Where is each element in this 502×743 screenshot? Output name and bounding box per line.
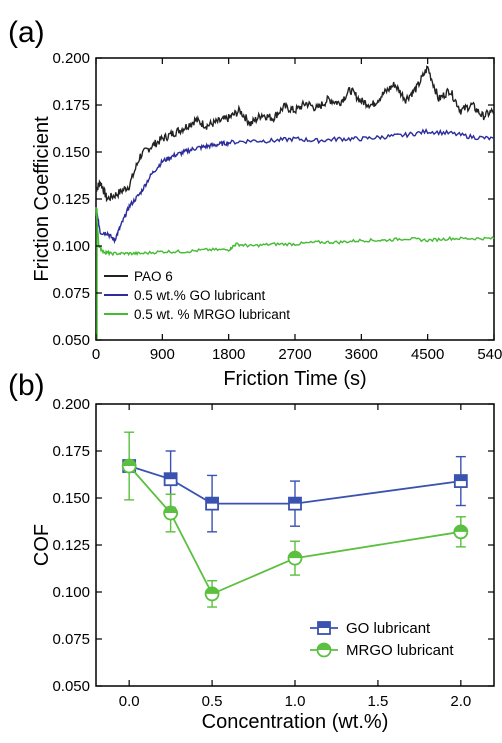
- legend-label-b: MRGO lubricant: [346, 642, 454, 659]
- legend-a: PAO 6 0.5 wt.% GO lubricant 0.5 wt. % MRGO…: [104, 269, 290, 322]
- y-tick-label-b: 0.050: [52, 678, 90, 695]
- y-tick-label-b: 0.125: [52, 537, 90, 554]
- legend-marker-circle-fill: [317, 643, 331, 650]
- x-tick-label-a: 1800: [212, 346, 245, 363]
- y-tick-label-a: 0.200: [52, 50, 90, 67]
- x-axis-title-b: Concentration (wt.%): [202, 711, 389, 733]
- y-tick-label-b: 0.200: [52, 396, 90, 413]
- series-line-a-1: [95, 128, 495, 245]
- panel-label-b: (b): [8, 369, 45, 402]
- series-line-a-0: [95, 65, 495, 203]
- legend-label-a: 0.5 wt. % MRGO lubricant: [134, 307, 290, 322]
- series-line-a-2: [95, 207, 495, 257]
- chart-panel-b: 0.050 0.075 0.100 0.125 0.150 0.175 0.200 0.0 0…: [31, 396, 495, 733]
- legend-label-a: PAO 6: [134, 269, 173, 284]
- x-tick-label-b: 0.5: [202, 693, 223, 710]
- y-tick-label-b: 0.075: [52, 631, 90, 648]
- legend-b: GO lubricant MRGO lubricant: [310, 620, 454, 659]
- y-tick-label-a: 0.075: [52, 285, 90, 302]
- data-point-circle-fill: [122, 459, 136, 467]
- y-tick-label-a: 0.125: [52, 191, 90, 208]
- x-axis-title-a: Friction Time (s): [223, 368, 366, 390]
- y-tick-label-a: 0.050: [52, 332, 90, 349]
- x-tick-label-a: 2700: [278, 346, 311, 363]
- y-tick-label-a: 0.175: [52, 97, 90, 114]
- data-point-circle-fill: [205, 587, 219, 594]
- y-tick-label-a: 0.100: [52, 238, 90, 255]
- data-point-circle-fill: [164, 506, 178, 514]
- data-point-square-fill: [206, 497, 219, 504]
- data-point-square-fill: [289, 497, 301, 504]
- x-tick-label-b: 0.0: [119, 693, 140, 710]
- legend-label-a: 0.5 wt.% GO lubricant: [134, 288, 266, 303]
- data-point-square-fill: [164, 473, 177, 480]
- y-axis-title-a: Friction Coefficient: [31, 116, 53, 282]
- chart-panel-a: 0.050 0.075 0.100 0.125 0.150 0.175 0.200 0 900…: [31, 50, 502, 390]
- data-point-circle-fill: [288, 551, 302, 559]
- y-tick-label-b: 0.150: [52, 490, 90, 507]
- y-axis-title-b: COF: [31, 524, 53, 566]
- x-tick-label-a: 900: [150, 346, 175, 363]
- y-tick-label-b: 0.100: [52, 584, 90, 601]
- panel-label-a: (a): [8, 16, 45, 49]
- x-tick-label-b: 2.0: [450, 693, 471, 710]
- y-tick-label-a: 0.150: [52, 144, 90, 161]
- legend-label-b: GO lubricant: [346, 620, 431, 637]
- data-point-square-fill: [454, 475, 467, 482]
- x-tick-label-b: 1.0: [285, 693, 306, 710]
- x-tick-label-a: 4500: [411, 346, 444, 363]
- x-tick-label-b: 1.5: [367, 693, 388, 710]
- x-tick-label-a: 3600: [345, 346, 378, 363]
- legend-marker-square-fill: [318, 622, 330, 628]
- x-tick-label-a: 5400: [477, 346, 502, 363]
- y-tick-label-b: 0.175: [52, 443, 90, 460]
- data-point-circle-fill: [454, 525, 468, 532]
- x-tick-label-a: 0: [92, 346, 100, 363]
